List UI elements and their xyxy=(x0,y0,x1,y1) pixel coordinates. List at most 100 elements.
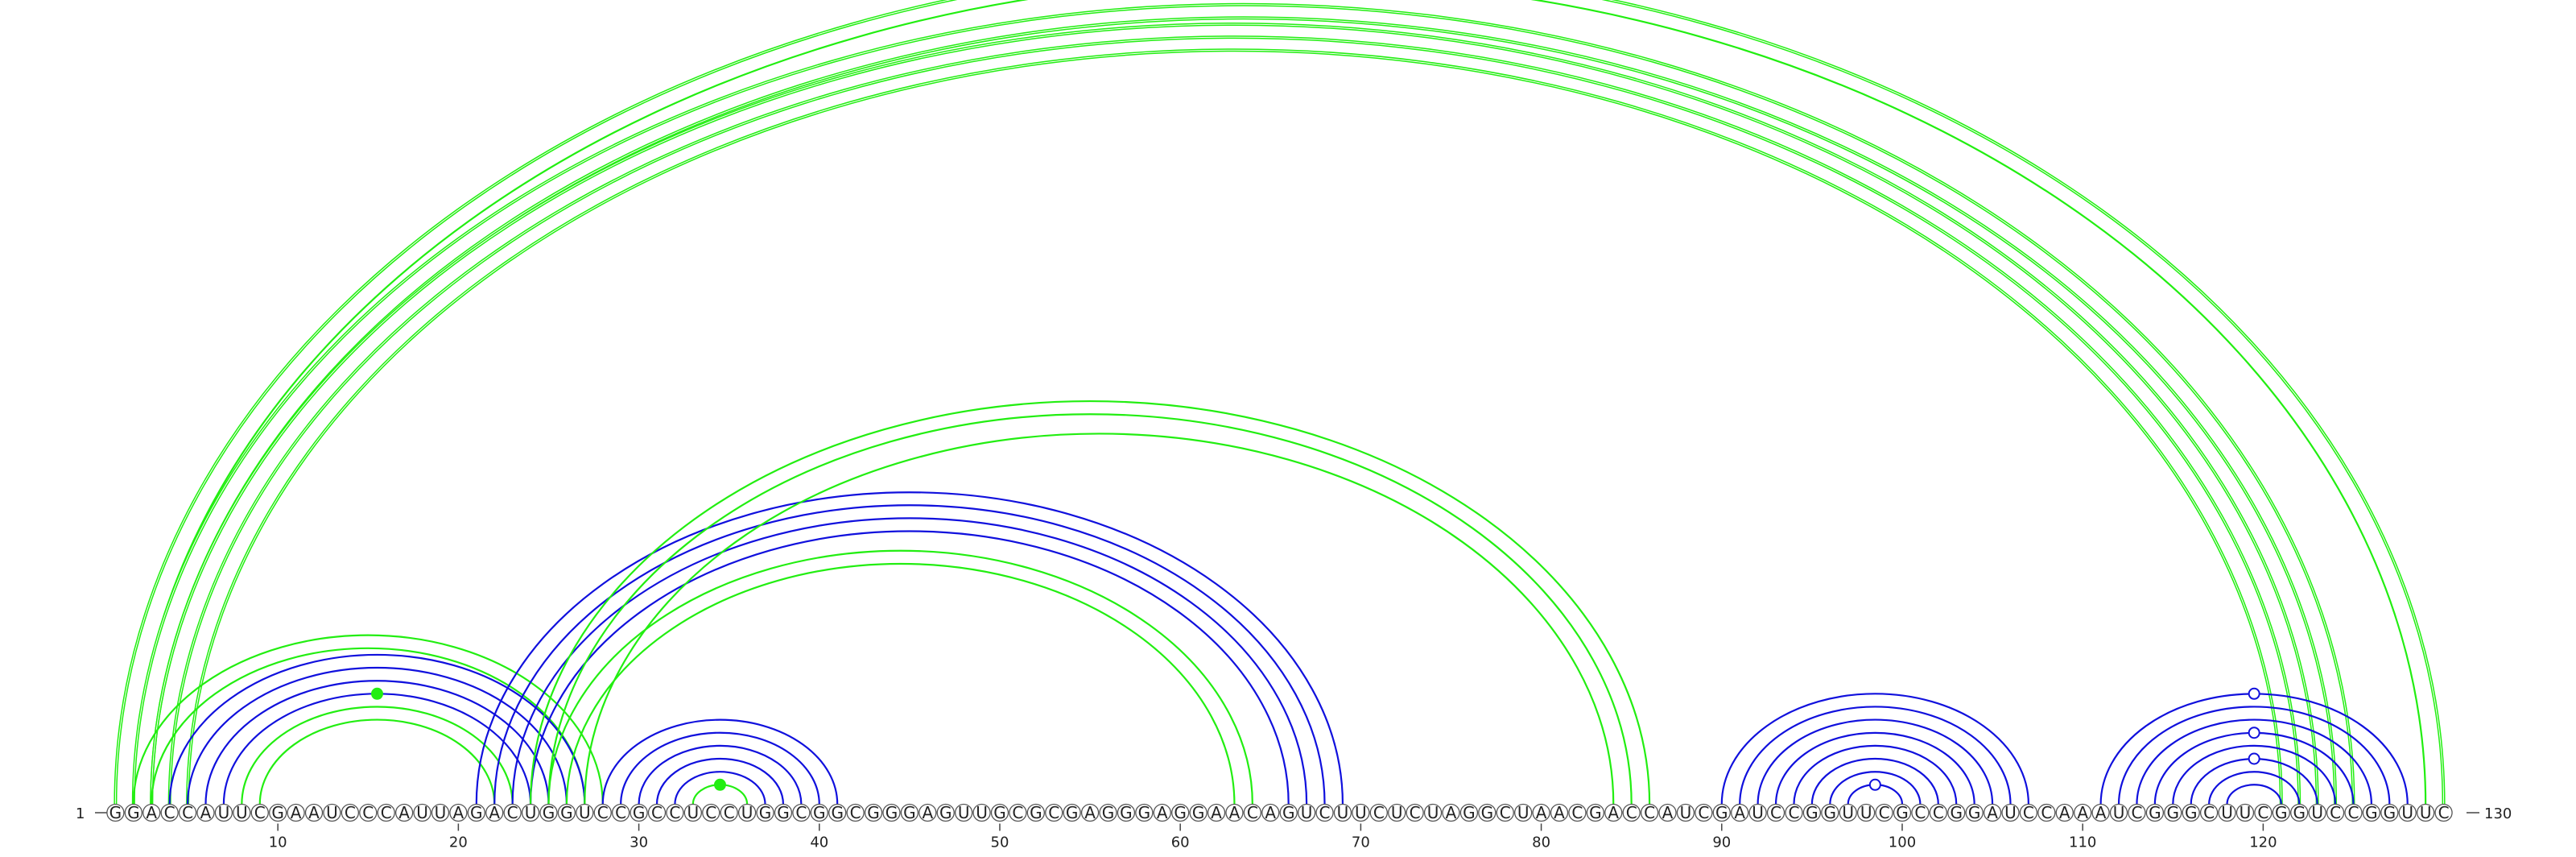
base-pair-arc xyxy=(565,562,1236,805)
nucleotide: G xyxy=(2362,803,2381,822)
nucleotide-circle xyxy=(341,803,360,822)
tick-label: 10 xyxy=(269,834,287,851)
nucleotide-circle xyxy=(2109,803,2128,822)
nucleotide-circle xyxy=(1622,803,1641,822)
markers-layer xyxy=(370,687,2260,791)
nucleotide-circle xyxy=(233,803,251,822)
nucleotide: G xyxy=(1117,803,1136,822)
nucleotide: C xyxy=(2199,803,2219,822)
nucleotide-letter: G xyxy=(1030,803,1042,822)
nucleotide: C xyxy=(160,803,179,822)
nucleotide: U xyxy=(521,803,540,822)
nucleotide-letter: G xyxy=(1968,803,1981,822)
nucleotide-letter: C xyxy=(1933,803,1944,822)
nucleotide-letter: C xyxy=(2023,803,2034,822)
nucleotide: G xyxy=(1135,803,1154,822)
nucleotide: C xyxy=(612,803,630,822)
nucleotide: A xyxy=(304,803,324,822)
nucleotide-circle xyxy=(756,803,774,822)
nucleotide: C xyxy=(2344,803,2363,822)
nucleotide-circle xyxy=(2182,803,2200,822)
nucleotide-circle xyxy=(1947,803,1966,822)
start-label: 1 xyxy=(76,805,85,822)
nucleotide-circle xyxy=(1099,803,1117,822)
nucleotide-circle xyxy=(1207,803,1226,822)
nucleotide: C xyxy=(2037,803,2056,822)
nucleotide-letter: G xyxy=(1896,803,1909,822)
nucleotide-letter: G xyxy=(127,803,140,822)
nucleotide-letter: U xyxy=(435,803,447,822)
base-pair-arc xyxy=(2099,693,2409,805)
nucleotide-circle xyxy=(702,803,720,822)
nucleotide-circle xyxy=(1875,803,1893,822)
nucleotide: U xyxy=(2218,803,2236,822)
nucleotide-letter: C xyxy=(1770,803,1781,822)
nucleotide: C xyxy=(1640,803,1659,822)
nucleotide-letter: C xyxy=(2347,803,2359,822)
nucleotide-circle xyxy=(124,803,142,822)
nucleotide: A xyxy=(2091,803,2110,822)
nucleotide-letter: G xyxy=(1715,803,1728,822)
nucleotide-letter: U xyxy=(1842,803,1854,822)
nucleotide-circle xyxy=(1893,803,1912,822)
nucleotide: C xyxy=(1785,803,1803,822)
base-pair-arc xyxy=(511,517,1308,805)
nucleotide-letter: U xyxy=(1517,803,1530,822)
nucleotide: G xyxy=(630,803,648,822)
nucleotide: U xyxy=(1352,803,1370,822)
nucleotide-circle xyxy=(1009,803,1027,822)
tick-label: 20 xyxy=(449,834,468,851)
nucleotide-circle xyxy=(250,803,269,822)
nucleotide: A xyxy=(1225,803,1244,822)
nucleotide-circle xyxy=(142,803,161,822)
base-pair-arc xyxy=(620,731,820,805)
nucleotide-letter: G xyxy=(993,803,1006,822)
tick-label: 70 xyxy=(1352,834,1370,851)
nucleotide-circle xyxy=(1369,803,1388,822)
base-pair-arc xyxy=(1829,771,1922,805)
nucleotide-letter: A xyxy=(2095,803,2107,822)
nucleotide-letter: A xyxy=(200,803,212,822)
nucleotide-letter: C xyxy=(850,803,861,822)
nucleotide-letter: A xyxy=(2077,803,2088,822)
nucleotide-letter: C xyxy=(164,803,175,822)
arc-marker xyxy=(2248,727,2260,739)
nucleotide-circle xyxy=(2199,803,2219,822)
arc-marker xyxy=(1868,778,1881,791)
nucleotide-letter: C xyxy=(1319,803,1331,822)
nucleotide: C xyxy=(1406,803,1424,822)
nucleotide-letter: A xyxy=(1554,803,1565,822)
base-pair-arc xyxy=(2136,718,2372,805)
nucleotide-letter: U xyxy=(2311,803,2323,822)
nucleotide-circle xyxy=(810,803,828,822)
nucleotide-circle xyxy=(1026,803,1045,822)
nucleotide-circle xyxy=(2091,803,2110,822)
nucleotide-letter: C xyxy=(1373,803,1385,822)
nucleotide-letter: G xyxy=(1806,803,1818,822)
nucleotide-circle xyxy=(1785,803,1803,822)
nucleotide: C xyxy=(1695,803,1713,822)
nucleotide: U xyxy=(2398,803,2417,822)
nucleotide-circle xyxy=(1080,803,1100,822)
base-pair-arc xyxy=(167,35,2301,805)
tick-label: 50 xyxy=(991,834,1009,851)
nucleotide-circle xyxy=(269,803,287,822)
nucleotide-letter: C xyxy=(795,803,807,822)
nucleotide-circle xyxy=(2254,803,2273,822)
nucleotide-letter: G xyxy=(1102,803,1115,822)
nucleotide: U xyxy=(1423,803,1443,822)
nucleotide-letter: G xyxy=(939,803,952,822)
nucleotide-letter: A xyxy=(1084,803,1096,822)
nucleotide: C xyxy=(2128,803,2146,822)
nucleotide-circle xyxy=(1586,803,1604,822)
nucleotide-circle xyxy=(666,803,684,822)
nucleotide-circle xyxy=(1225,803,1244,822)
nucleotide-circle xyxy=(557,803,576,822)
nucleotide-circle xyxy=(521,803,540,822)
nucleotide-circle xyxy=(2145,803,2165,822)
nucleotide-letter: G xyxy=(886,803,898,822)
nucleotide-letter: C xyxy=(362,803,374,822)
nucleotide-circle xyxy=(304,803,324,822)
nucleotide-circle xyxy=(1171,803,1190,822)
